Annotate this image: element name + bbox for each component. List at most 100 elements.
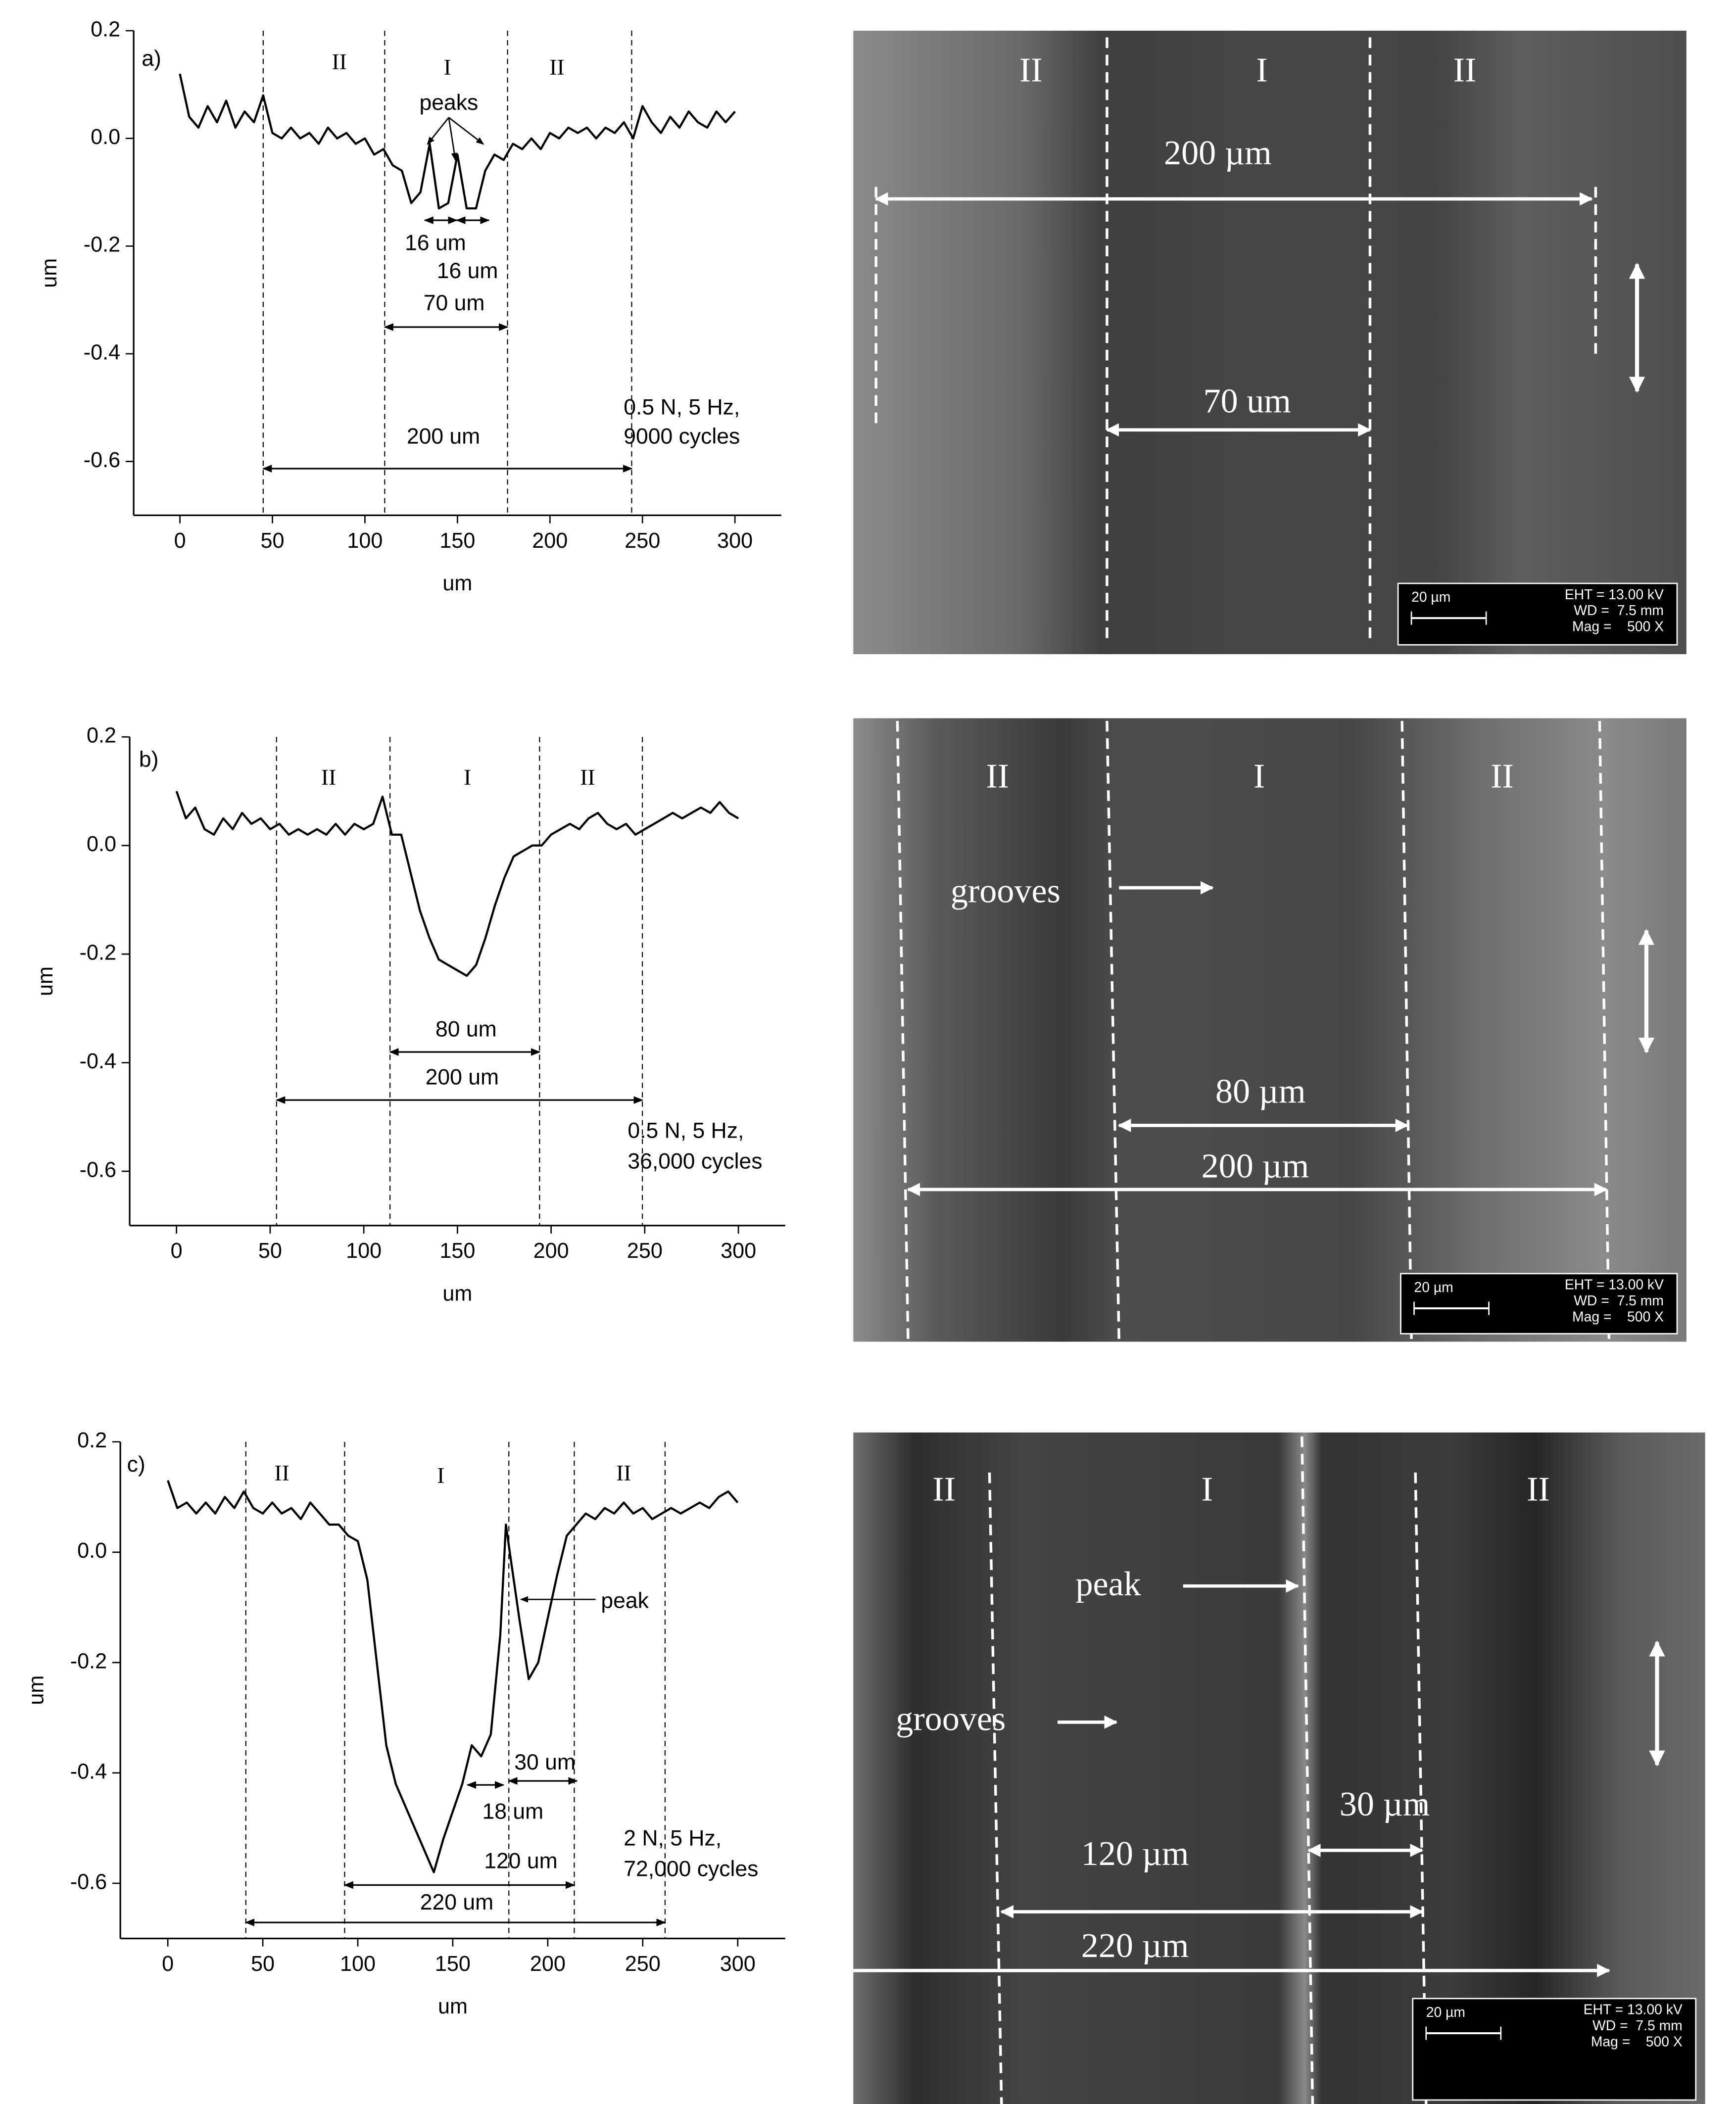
profile-line xyxy=(175,791,739,977)
boundary-line xyxy=(1301,1436,1314,2104)
x-axis-label: um xyxy=(442,572,472,595)
x-axis-label: um xyxy=(442,1282,472,1305)
x-tick-label: 150 xyxy=(439,529,475,553)
image-label: 70 um xyxy=(1204,382,1291,421)
info-box xyxy=(1412,1998,1697,2101)
info-text: EHT = 13.00 kV xyxy=(1565,1277,1664,1293)
annotation: 18 um xyxy=(482,1800,543,1824)
line-chart: 0.2 0.0 -0.2 -0.4 -0.6 0 50 100 150 200 250 300 um um… xyxy=(24,1429,785,2018)
x-tick-label: 100 xyxy=(340,1952,376,1976)
y-tick-label: -0.6 xyxy=(84,448,120,472)
info-text: EHT = 13.00 kV xyxy=(1565,587,1664,603)
y-tick-label: 0.0 xyxy=(91,125,120,149)
image-label: II xyxy=(1527,1470,1550,1508)
x-tick-label: 250 xyxy=(625,529,660,553)
y-tick-label: -0.4 xyxy=(84,340,120,364)
info-text: WD = 7.5 mm xyxy=(1574,1293,1664,1309)
image-label: peak xyxy=(1075,1565,1141,1603)
image-label: II xyxy=(1019,50,1043,89)
annotation: a) xyxy=(142,47,161,71)
x-tick-label: 0 xyxy=(174,529,186,553)
annotation: 9000 cycles xyxy=(624,425,740,449)
info-text: EHT = 13.00 kV xyxy=(1584,2002,1683,2018)
x-axis-label: um xyxy=(438,1995,468,2018)
annotation: 70 um xyxy=(424,291,485,315)
annotation: II xyxy=(616,1460,631,1485)
annotation: II xyxy=(580,765,595,790)
x-tick-label: 50 xyxy=(261,529,285,553)
info-text: Mag = 500 X xyxy=(1591,2034,1683,2050)
pointer-arrow xyxy=(448,117,458,161)
y-tick-label: -0.6 xyxy=(80,1158,116,1182)
annotation: 16 um xyxy=(405,231,466,255)
x-tick-label: 150 xyxy=(435,1952,471,1976)
x-tick-label: 100 xyxy=(347,529,383,553)
annotation: 2 N, 5 Hz, xyxy=(624,1826,722,1851)
image-label: 220 µm xyxy=(1081,1926,1189,1965)
image-label: 200 µm xyxy=(1164,134,1272,172)
y-tick-label: -0.4 xyxy=(70,1760,107,1783)
boundary-line xyxy=(988,1472,1003,2104)
annotation: 220 um xyxy=(420,1890,493,1914)
annotation: 36,000 cycles xyxy=(627,1149,762,1174)
y-axis-label: um xyxy=(24,1675,48,1705)
y-tick-label: -0.4 xyxy=(80,1050,116,1073)
y-tick-label: 0.2 xyxy=(77,1429,107,1452)
annotation: 16 um xyxy=(437,259,498,283)
y-tick-label: 0.0 xyxy=(87,832,116,856)
x-tick-label: 200 xyxy=(533,1239,569,1263)
annotation: 120 um xyxy=(484,1849,557,1873)
x-tick-label: 300 xyxy=(721,1239,756,1263)
annotation: peaks xyxy=(419,91,478,115)
x-tick-label: 0 xyxy=(171,1239,183,1263)
pointer-arrow xyxy=(427,117,449,145)
y-tick-label: -0.6 xyxy=(70,1870,107,1894)
y-tick-label: -0.2 xyxy=(70,1649,107,1673)
info-text: Mag = 500 X xyxy=(1572,1309,1664,1325)
x-tick-label: 200 xyxy=(530,1952,566,1976)
image-label: II xyxy=(986,757,1009,796)
annotation: I xyxy=(437,1463,444,1488)
y-tick-label: 0.2 xyxy=(91,17,120,41)
annotation: c) xyxy=(127,1452,145,1477)
profile-line xyxy=(167,1480,739,1873)
annotation: II xyxy=(321,765,337,790)
y-axis-label: um xyxy=(38,258,61,288)
sem-background xyxy=(853,718,1687,1342)
annotation: I xyxy=(443,54,451,80)
image-label: grooves xyxy=(951,872,1061,910)
annotation: II xyxy=(332,49,347,74)
y-tick-label: -0.2 xyxy=(80,941,116,965)
annotation: I xyxy=(464,765,471,790)
x-tick-label: 150 xyxy=(439,1239,475,1263)
annotation: peak xyxy=(601,1588,649,1613)
image-label: 30 µm xyxy=(1340,1785,1430,1823)
y-axis-label: um xyxy=(34,966,57,996)
y-tick-label: 0.0 xyxy=(77,1539,107,1563)
annotation: II xyxy=(274,1460,289,1485)
annotation: 0.5 N, 5 Hz, xyxy=(627,1119,744,1143)
y-tick-label: -0.2 xyxy=(84,233,120,257)
image-label: grooves xyxy=(896,1699,1006,1738)
image-label: 200 µm xyxy=(1202,1147,1309,1186)
y-tick-label: 0.2 xyxy=(87,724,116,748)
annotation: 0.5 N, 5 Hz, xyxy=(624,395,740,419)
x-tick-label: 100 xyxy=(346,1239,382,1263)
info-text: Mag = 500 X xyxy=(1572,619,1664,635)
image-label: I xyxy=(1256,50,1267,89)
annotation: 200 um xyxy=(426,1065,499,1090)
image-label: I xyxy=(1254,757,1265,796)
annotation: 200 um xyxy=(407,425,480,449)
pointer-arrow xyxy=(448,117,484,145)
image-label: 120 µm xyxy=(1081,1834,1189,1873)
annotation: II xyxy=(549,54,565,80)
x-tick-label: 50 xyxy=(258,1239,282,1263)
info-box xyxy=(1397,582,1678,646)
x-tick-label: 300 xyxy=(720,1952,756,1976)
annotation: 72,000 cycles xyxy=(624,1857,758,1881)
image-label: II xyxy=(1453,50,1477,89)
